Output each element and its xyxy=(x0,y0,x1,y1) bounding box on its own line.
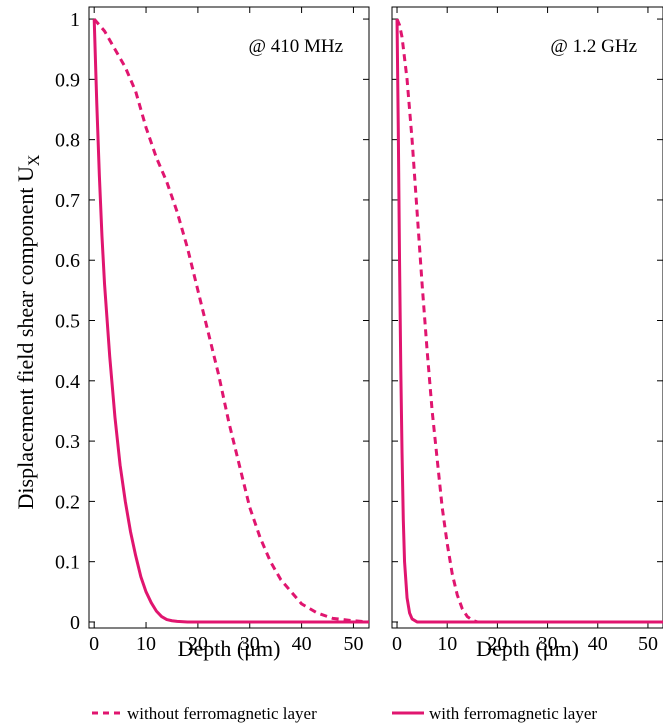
y-tick-label: 0.2 xyxy=(55,491,80,513)
y-axis-title: Displacement field shear component UX xyxy=(13,154,43,509)
y-tick-label: 0.3 xyxy=(55,431,80,453)
x-tick-label: 50 xyxy=(343,633,363,655)
x-tick-label: 0 xyxy=(392,633,402,655)
legend-dashed-label: without ferromagnetic layer xyxy=(127,704,317,723)
y-tick-label: 0.8 xyxy=(55,130,80,152)
x-tick-label: 40 xyxy=(292,633,312,655)
x-tick-label: 50 xyxy=(638,633,658,655)
legend: without ferromagnetic layer with ferroma… xyxy=(92,704,597,723)
legend-solid-label: with ferromagnetic layer xyxy=(429,704,597,723)
plot-frame xyxy=(88,6,370,629)
x-tick-label: 30 xyxy=(538,633,558,655)
y-tick-label: 0.1 xyxy=(55,552,80,574)
x-tick-label: 40 xyxy=(588,633,608,655)
series-line-with-ferromagnetic-layer xyxy=(92,19,369,624)
x-tick-label: 30 xyxy=(240,633,260,655)
y-tick-label: 1 xyxy=(70,9,80,31)
y-tick-label: 0 xyxy=(70,612,80,634)
x-tick-label: 10 xyxy=(437,633,457,655)
x-tick-label: 0 xyxy=(89,633,99,655)
panel-annotation: @ 1.2 GHz xyxy=(550,36,637,57)
y-tick-label: 0.4 xyxy=(55,371,80,393)
series-line-with-ferromagnetic-layer xyxy=(395,19,663,624)
y-axis-title-main: Displacement field shear component U xyxy=(13,166,38,509)
plot-frame xyxy=(391,6,663,629)
series-line-without-ferromagnetic-layer xyxy=(93,18,369,624)
y-tick-label: 0.7 xyxy=(55,190,80,212)
chart-panel-1-2ghz: 0 10 20 30 40 50 Depth (μm) @ 1.2 GHz xyxy=(391,6,663,661)
x-tick-label: 10 xyxy=(136,633,156,655)
x-axis-title: Depth (μm) xyxy=(178,636,281,661)
x-tick-label: 20 xyxy=(487,633,507,655)
y-axis-title-sub: X xyxy=(26,154,43,166)
panel-annotation: @ 410 MHz xyxy=(248,36,343,57)
y-tick-label: 0.6 xyxy=(55,250,80,272)
y-tick-label: 0.5 xyxy=(55,311,80,333)
series-group xyxy=(395,18,663,624)
series-group xyxy=(92,18,369,624)
y-tick-label: 0.9 xyxy=(55,69,80,91)
chart-panel-410mhz: 0 10 20 30 40 50 0 0.1 0.2 0.3 0.4 0.5 0.6 0.7 0.8 0.9 1… xyxy=(55,6,370,661)
series-line-without-ferromagnetic-layer xyxy=(395,18,663,624)
x-axis-title: Depth (μm) xyxy=(476,636,579,661)
x-tick-label: 20 xyxy=(188,633,208,655)
